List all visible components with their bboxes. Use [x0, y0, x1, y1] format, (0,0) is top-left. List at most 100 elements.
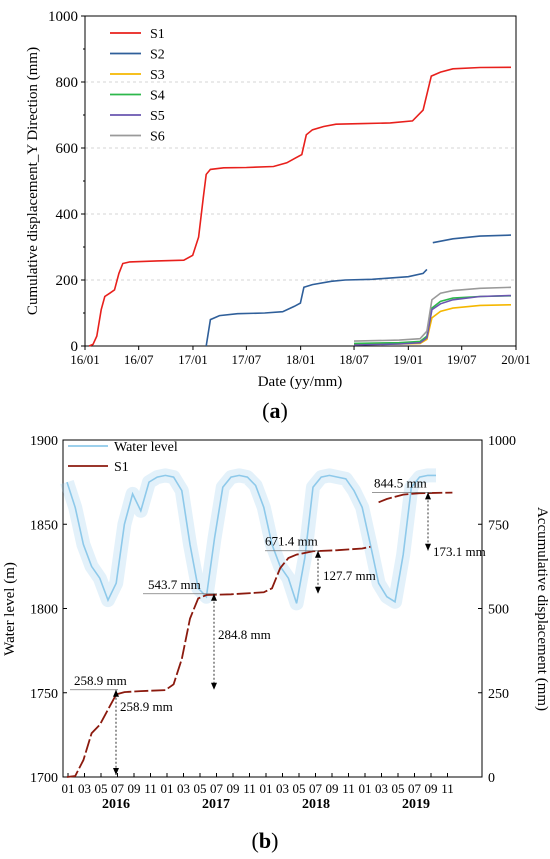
series-line-s1: [66, 491, 453, 778]
legend-label-s2: S2: [150, 48, 165, 63]
series-line-water-level: [66, 474, 436, 604]
x-month-label: 01: [62, 781, 75, 796]
x-tick-label: 16/07: [124, 352, 154, 367]
annotation-label: 173.1 mm: [433, 544, 486, 559]
x-year-label: 2019: [402, 797, 430, 812]
chart-a: 0 200 400 600 800 1000 16/01 16/07 17/01 17/07 18…: [25, 9, 531, 390]
annotation-arrow-head-top: [211, 593, 217, 601]
panel-b-label: (b): [252, 828, 279, 853]
series-line-s6: [353, 286, 512, 342]
left-y-tick-label: 1900: [30, 434, 58, 449]
x-tick-label: 17/07: [232, 352, 262, 367]
y-tick-label: 800: [56, 75, 79, 91]
x-month-label: 09: [425, 781, 438, 796]
series-line-s4: [353, 295, 512, 345]
annotation-arrow-head-bottom: [425, 543, 431, 551]
chart-a-plot-frame: [84, 15, 517, 347]
right-y-tick-label: 750: [488, 518, 509, 533]
annotation-arrow-head-top: [425, 492, 431, 500]
x-month-label: 05: [293, 781, 306, 796]
x-month-label: 03: [276, 781, 289, 796]
x-tick-label: 16/01: [70, 352, 100, 367]
chart-a-y-axis-label: Cumulative displacement_Y Direction (mm): [25, 47, 41, 315]
annotation-label: 127.7 mm: [323, 568, 376, 583]
y-tick-label: 400: [56, 207, 79, 223]
x-month-label: 01: [161, 781, 174, 796]
x-month-label: 11: [144, 781, 157, 796]
x-tick-label: 18/01: [286, 352, 316, 367]
x-month-label: 07: [210, 781, 224, 796]
annotation-label: 258.9 mm: [120, 699, 173, 714]
chart-b-plot-frame: [62, 439, 483, 778]
x-tick-label: 17/01: [178, 352, 208, 367]
x-month-label: 03: [177, 781, 190, 796]
annotation-arrow-head-bottom: [315, 586, 321, 594]
chart-a-legend: S1 S2 S3 S4 S5 S6: [110, 27, 165, 145]
chart-b-left-y-ticks: 1700 1750 1800 1850 1900: [30, 434, 67, 786]
annotation-label: 671.4 mm: [265, 534, 318, 549]
x-tick-label: 19/07: [447, 352, 477, 367]
chart-a-y-ticks: 0 200 400 600 800 1000: [48, 9, 85, 355]
annotation-arrow-head-bottom: [113, 768, 119, 775]
x-year-label: 2016: [102, 797, 130, 812]
x-month-label: 11: [441, 781, 454, 796]
left-y-tick-label: 1700: [30, 771, 58, 786]
legend-label-s1: S1: [114, 460, 129, 475]
series-line-s5: [353, 294, 512, 346]
chart-b-legend: Water level S1: [68, 440, 178, 475]
x-month-label: 11: [342, 781, 355, 796]
chart-b-left-y-axis-label: Water level (m): [2, 562, 18, 656]
x-month-label: 07: [408, 781, 422, 796]
x-tick-label: 18/07: [339, 352, 369, 367]
series-line-s2: [205, 234, 512, 347]
legend-label-s1: S1: [150, 27, 165, 42]
x-month-label: 09: [326, 781, 339, 796]
chart-b-right-y-axis-label: Accumulative displacement (mm): [534, 507, 550, 711]
x-month-label: 03: [375, 781, 388, 796]
chart-a-series-lines: [88, 66, 512, 347]
right-y-tick-label: 0: [488, 771, 495, 786]
x-month-label: 09: [128, 781, 141, 796]
chart-a-x-axis-label: Date (yy/mm): [258, 374, 343, 390]
legend-label-s4: S4: [150, 89, 165, 104]
legend-label-s6: S6: [150, 130, 165, 145]
right-y-tick-label: 250: [488, 687, 509, 702]
chart-b-series-lines: [60, 468, 453, 778]
y-tick-label: 1000: [48, 9, 78, 25]
right-y-tick-label: 500: [488, 603, 509, 618]
x-tick-label: 20/01: [501, 352, 531, 367]
annotation-arrow-head-bottom: [211, 682, 217, 690]
x-month-label: 01: [260, 781, 273, 796]
legend-label-s3: S3: [150, 68, 165, 83]
series-line-s1: [88, 66, 512, 347]
x-tick-label: 19/01: [394, 352, 424, 367]
annotation-label: 543.7 mm: [148, 577, 201, 592]
annotation-label: 844.5 mm: [374, 475, 427, 490]
annotation-label: 284.8 mm: [218, 627, 271, 642]
x-month-label: 11: [243, 781, 256, 796]
x-month-label: 05: [194, 781, 207, 796]
x-month-label: 07: [111, 781, 125, 796]
x-month-label: 01: [359, 781, 372, 796]
y-tick-label: 200: [56, 273, 79, 289]
right-y-tick-label: 1000: [488, 434, 516, 449]
annotation-label: 258.9 mm: [74, 673, 127, 688]
x-month-label: 09: [227, 781, 240, 796]
chart-a-x-ticks: 16/01 16/07 17/01 17/07 18/01 18/07 19/01 19/07…: [70, 346, 531, 367]
x-month-label: 05: [95, 781, 108, 796]
x-month-label: 07: [309, 781, 323, 796]
legend-label-s5: S5: [150, 109, 165, 124]
annotation-arrow-head-top: [315, 550, 321, 558]
x-month-label: 05: [392, 781, 405, 796]
x-month-label: 03: [78, 781, 91, 796]
x-year-label: 2017: [202, 797, 230, 812]
panel-a-label: (a): [262, 398, 288, 423]
left-y-tick-label: 1750: [30, 687, 58, 702]
chart-b-right-y-ticks: 0 250 500 750 1000: [478, 434, 516, 786]
chart-b-x-ticks: 01 03 05 07 09 11 01 03 05 07 09 11 01 03 05 07 09 11 01 03…: [62, 773, 454, 812]
x-year-label: 2018: [302, 797, 330, 812]
left-y-tick-label: 1800: [30, 603, 58, 618]
y-tick-label: 0: [71, 339, 79, 355]
